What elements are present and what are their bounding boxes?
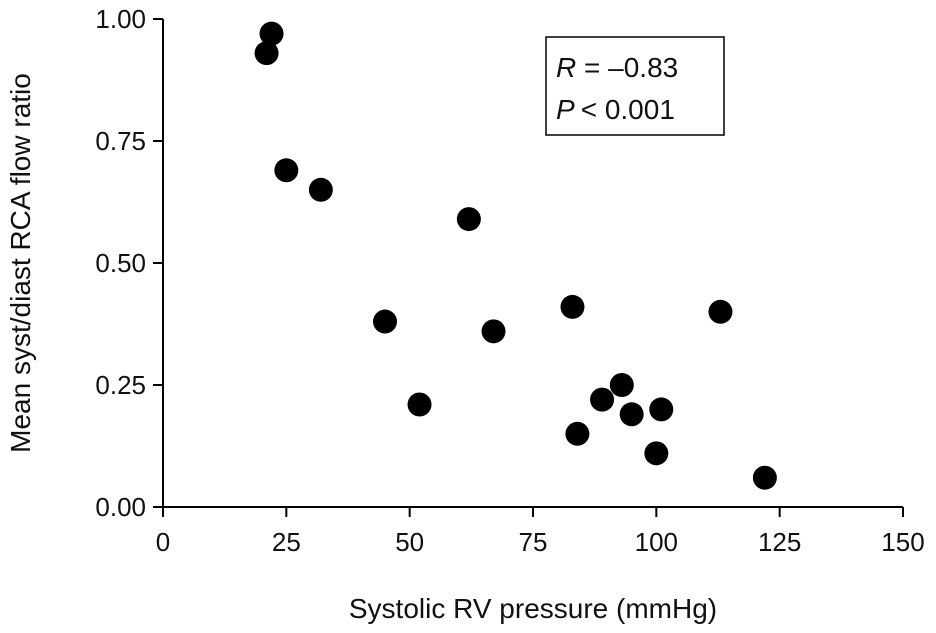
statistics-box-border bbox=[545, 36, 725, 136]
x-tick-label: 25 bbox=[272, 527, 301, 557]
x-tick-label: 125 bbox=[758, 527, 801, 557]
data-point bbox=[259, 21, 284, 46]
data-point bbox=[644, 441, 669, 466]
axes bbox=[162, 19, 903, 508]
data-point bbox=[308, 177, 333, 202]
data-point bbox=[373, 309, 397, 334]
data-point bbox=[565, 421, 590, 446]
data-point bbox=[609, 373, 634, 397]
data-point bbox=[590, 387, 615, 412]
y-tick-label: 0.75 bbox=[95, 126, 146, 156]
x-tick-label: 0 bbox=[156, 527, 170, 557]
y-tick-label: 1.00 bbox=[95, 4, 146, 34]
data-point bbox=[752, 465, 777, 490]
data-point bbox=[708, 299, 733, 324]
y-axis-label: Mean syst/diast RCA flow ratio bbox=[5, 73, 36, 453]
data-point bbox=[481, 319, 506, 344]
data-point bbox=[456, 207, 481, 232]
data-point bbox=[274, 158, 299, 183]
x-tick-label: 75 bbox=[519, 527, 548, 557]
data-point bbox=[560, 294, 585, 319]
p-value: < 0.001 bbox=[581, 94, 675, 125]
correlation-line: R = –0.83 bbox=[556, 52, 678, 83]
y-tick-label: 0.25 bbox=[95, 370, 146, 400]
x-tick-label: 100 bbox=[635, 527, 678, 557]
data-point bbox=[619, 402, 644, 427]
r-value: = –0.83 bbox=[576, 52, 678, 83]
y-tick-label: 0.50 bbox=[95, 248, 146, 278]
p-symbol: P bbox=[556, 94, 575, 125]
data-points bbox=[254, 21, 777, 490]
y-tick-label: 0.00 bbox=[95, 492, 146, 522]
x-tick-label: 50 bbox=[395, 527, 424, 557]
r-symbol: R bbox=[556, 52, 576, 83]
ticks: 0 25 50 75 100 125 150 0.00 0.25 0.50 0.75 1.00 bbox=[95, 4, 924, 557]
x-axis-label: Systolic RV pressure (mmHg) bbox=[349, 593, 717, 624]
data-point bbox=[649, 397, 674, 422]
data-point bbox=[254, 41, 279, 66]
data-point bbox=[407, 392, 432, 417]
x-tick-label: 150 bbox=[881, 527, 924, 557]
p-value-line: P < 0.001 bbox=[556, 94, 675, 125]
statistics-box: R = –0.83 P < 0.001 bbox=[545, 36, 725, 136]
